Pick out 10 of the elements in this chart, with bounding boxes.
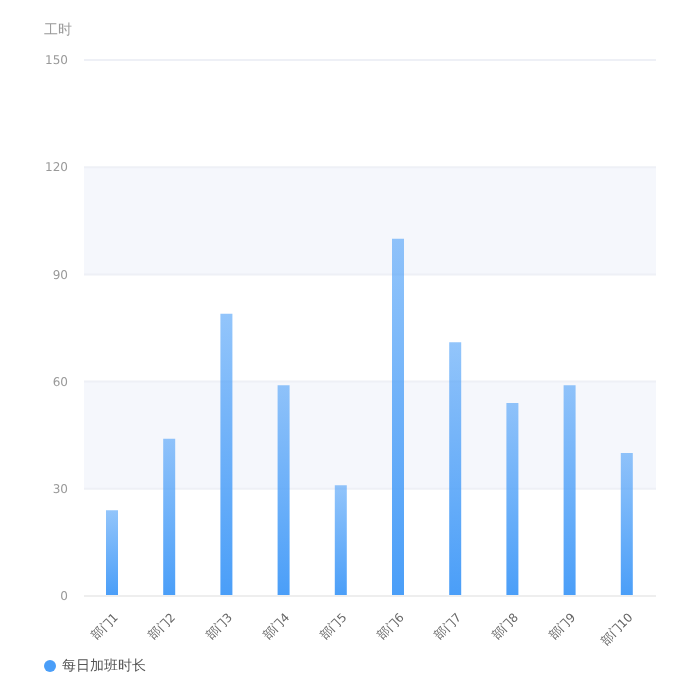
bar: [506, 403, 519, 596]
bar: [277, 385, 290, 596]
bar: [392, 238, 404, 596]
bar: [563, 385, 576, 596]
bar: [163, 438, 176, 596]
bar: [106, 510, 118, 596]
bar: [620, 453, 633, 596]
bar: [220, 313, 233, 596]
bar: [449, 342, 462, 596]
bar: [334, 485, 347, 596]
